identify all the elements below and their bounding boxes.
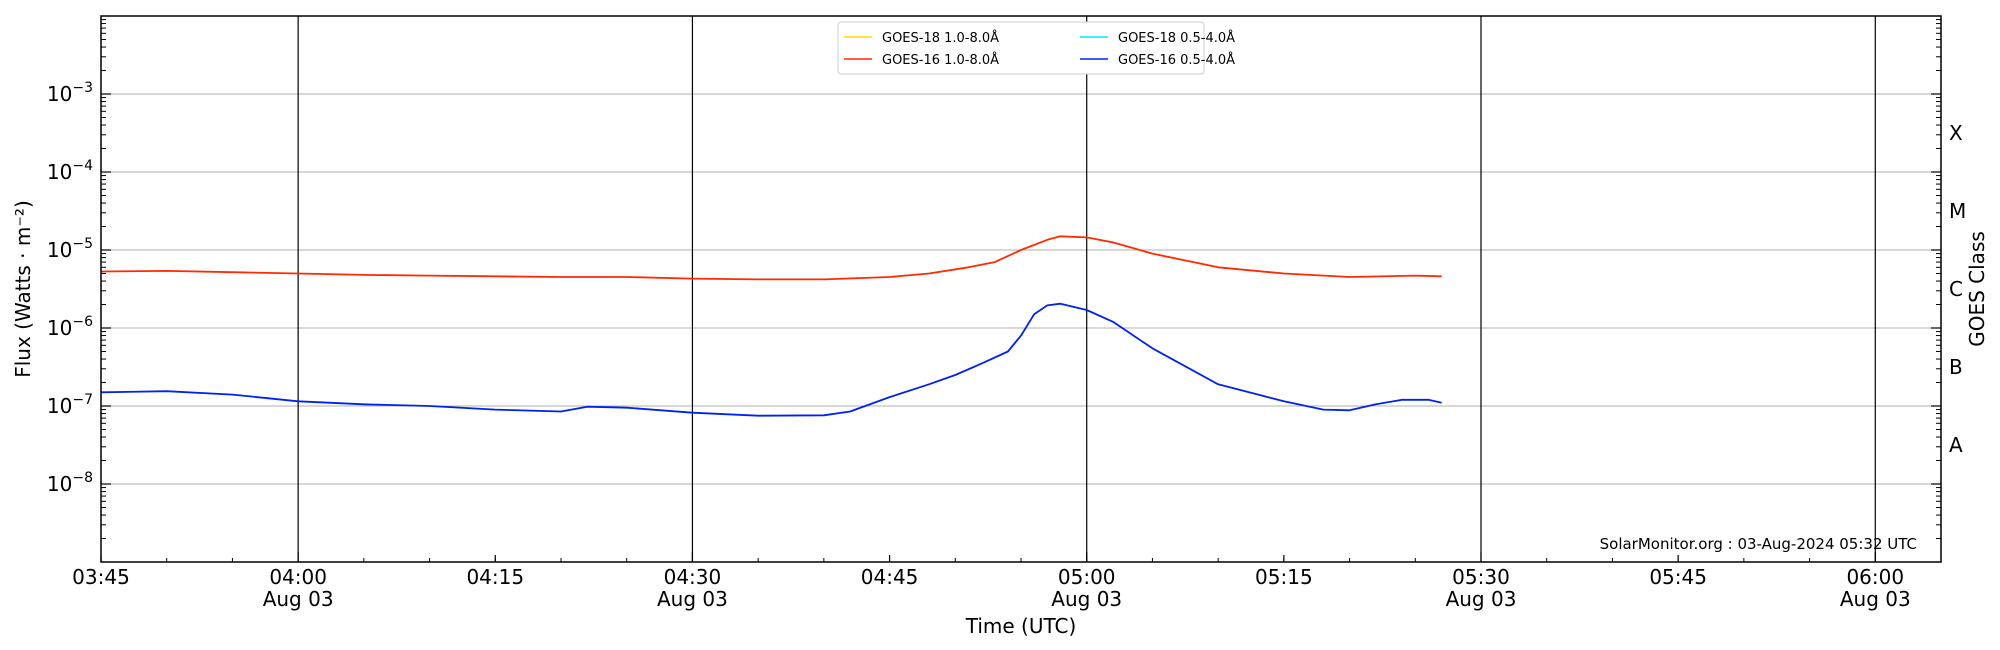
y-tick-exponent: −3 (72, 80, 93, 96)
legend-box (837, 21, 1205, 75)
x-tick-label: 05:45 (1649, 565, 1707, 589)
goes-class-label: B (1949, 355, 1963, 379)
goes-class-label: X (1949, 121, 1963, 145)
legend-label-1: GOES-18 0.5-4.0Å (1118, 30, 1235, 46)
y-tick-base: 10 (47, 238, 72, 262)
plot-frame (100, 15, 1942, 563)
x-tick-date-label: Aug 03 (1840, 587, 1911, 611)
x-tick-date-label: Aug 03 (1051, 587, 1122, 611)
goes-class-label: A (1949, 433, 1963, 457)
y-tick-base: 10 (47, 316, 72, 340)
goes-class-label: C (1949, 277, 1963, 301)
x-tick-label: 05:30 (1452, 565, 1510, 589)
y-tick-label: 10−7 (47, 392, 93, 418)
y-tick-label: 10−4 (47, 158, 93, 184)
tick-layer (100, 19, 1942, 562)
legend: GOES-18 1.0-8.0Å GOES-18 0.5-4.0Å GOES-16 … (837, 21, 1235, 75)
solarmonitor-credit: SolarMonitor.org : 03-Aug-2024 05:32 UTC (1600, 535, 1917, 553)
series-line-3 (100, 302, 1442, 417)
y-tick-label: 10−3 (47, 80, 93, 106)
y-tick-exponent: −8 (72, 470, 93, 486)
x-tick-label: 04:00 (269, 565, 327, 589)
series-layer (100, 235, 1442, 417)
x-tick-label: 04:15 (466, 565, 524, 589)
y-tick-exponent: −7 (72, 392, 93, 408)
x-tick-label: 04:30 (664, 565, 722, 589)
y-tick-base: 10 (47, 160, 72, 184)
x-tick-date-label: Aug 03 (263, 587, 334, 611)
legend-label-2: GOES-16 1.0-8.0Å (882, 52, 999, 68)
y-tick-exponent: −5 (72, 236, 93, 252)
x-tick-label: 04:45 (861, 565, 919, 589)
y-tick-exponent: −6 (72, 314, 93, 330)
y-tick-exponent: −4 (72, 158, 93, 174)
y-tick-base: 10 (47, 82, 72, 106)
y-tick-label: 10−6 (47, 314, 93, 340)
x-axis-title: Time (UTC) (965, 614, 1077, 638)
y-tick-label: 10−5 (47, 236, 93, 262)
goes-class-label: M (1949, 199, 1966, 223)
y-tick-base: 10 (47, 472, 72, 496)
x-tick-date-label: Aug 03 (657, 587, 728, 611)
x-tick-label: 06:00 (1846, 565, 1904, 589)
x-tick-label: 05:15 (1255, 565, 1313, 589)
grid-layer (101, 16, 1941, 562)
x-tick-label: 03:45 (72, 565, 130, 589)
legend-label-3: GOES-16 0.5-4.0Å (1118, 52, 1235, 68)
y-tick-label: 10−8 (47, 470, 93, 496)
y-axis-title: Flux (Watts · m⁻²) (11, 200, 35, 378)
goes-class-axis-title: GOES Class (1965, 231, 1989, 347)
y-tick-base: 10 (47, 394, 72, 418)
series-line-2 (100, 235, 1442, 281)
x-tick-label: 05:00 (1058, 565, 1116, 589)
x-tick-date-label: Aug 03 (1446, 587, 1517, 611)
legend-label-0: GOES-18 1.0-8.0Å (882, 30, 999, 46)
